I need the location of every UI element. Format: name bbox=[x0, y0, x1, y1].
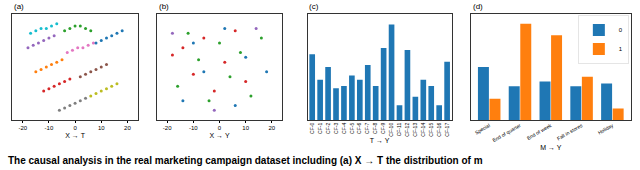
svg-text:1: 1 bbox=[619, 46, 623, 52]
svg-text:End of week: End of week bbox=[526, 122, 553, 141]
svg-text:-20: -20 bbox=[163, 125, 172, 131]
svg-text:Special: Special bbox=[474, 122, 491, 135]
svg-text:CF-17: CF-17 bbox=[444, 123, 450, 137]
svg-text:(a): (a) bbox=[14, 2, 24, 11]
svg-text:-20: -20 bbox=[18, 125, 27, 131]
svg-text:(c): (c) bbox=[309, 2, 319, 11]
svg-text:20: 20 bbox=[124, 125, 131, 131]
svg-text:CF-12: CF-12 bbox=[404, 123, 410, 137]
svg-text:X → T: X → T bbox=[65, 132, 85, 139]
svg-text:(b): (b) bbox=[159, 2, 169, 11]
svg-text:-10: -10 bbox=[45, 125, 54, 131]
svg-text:T → Y: T → Y bbox=[370, 137, 390, 144]
svg-text:CF-5: CF-5 bbox=[349, 123, 355, 134]
svg-text:CF-1: CF-1 bbox=[317, 123, 323, 134]
svg-text:CF-9: CF-9 bbox=[380, 123, 386, 134]
svg-text:20: 20 bbox=[269, 125, 276, 131]
svg-text:0: 0 bbox=[619, 27, 623, 33]
svg-text:CF-2: CF-2 bbox=[325, 123, 331, 134]
svg-text:CF-6: CF-6 bbox=[356, 123, 362, 134]
svg-text:-10: -10 bbox=[189, 125, 198, 131]
svg-text:CF-7: CF-7 bbox=[364, 123, 370, 134]
svg-text:CF-0: CF-0 bbox=[309, 123, 315, 134]
svg-text:CF-14: CF-14 bbox=[420, 123, 426, 137]
svg-text:The causal analysis in the rea: The causal analysis in the real marketin… bbox=[8, 155, 483, 166]
svg-text:0: 0 bbox=[73, 125, 77, 131]
svg-text:CF-11: CF-11 bbox=[396, 123, 402, 137]
svg-text:10: 10 bbox=[98, 125, 105, 131]
svg-text:(d): (d) bbox=[473, 2, 483, 11]
svg-text:M → Y: M → Y bbox=[540, 144, 562, 151]
svg-text:CF-13: CF-13 bbox=[412, 123, 418, 137]
svg-text:Fall in stores: Fall in stores bbox=[556, 122, 584, 142]
svg-text:CF-8: CF-8 bbox=[372, 123, 378, 134]
svg-text:X → Y: X → Y bbox=[209, 132, 229, 139]
svg-text:10: 10 bbox=[242, 125, 249, 131]
svg-text:CF-15: CF-15 bbox=[428, 123, 434, 137]
svg-text:CF-4: CF-4 bbox=[341, 123, 347, 134]
svg-text:Holiday: Holiday bbox=[597, 122, 615, 136]
svg-text:0: 0 bbox=[218, 125, 222, 131]
svg-text:End of quarter: End of quarter bbox=[491, 122, 522, 143]
svg-text:CF-10: CF-10 bbox=[388, 123, 394, 137]
svg-text:CF-16: CF-16 bbox=[436, 123, 442, 137]
svg-text:CF-3: CF-3 bbox=[333, 123, 339, 134]
